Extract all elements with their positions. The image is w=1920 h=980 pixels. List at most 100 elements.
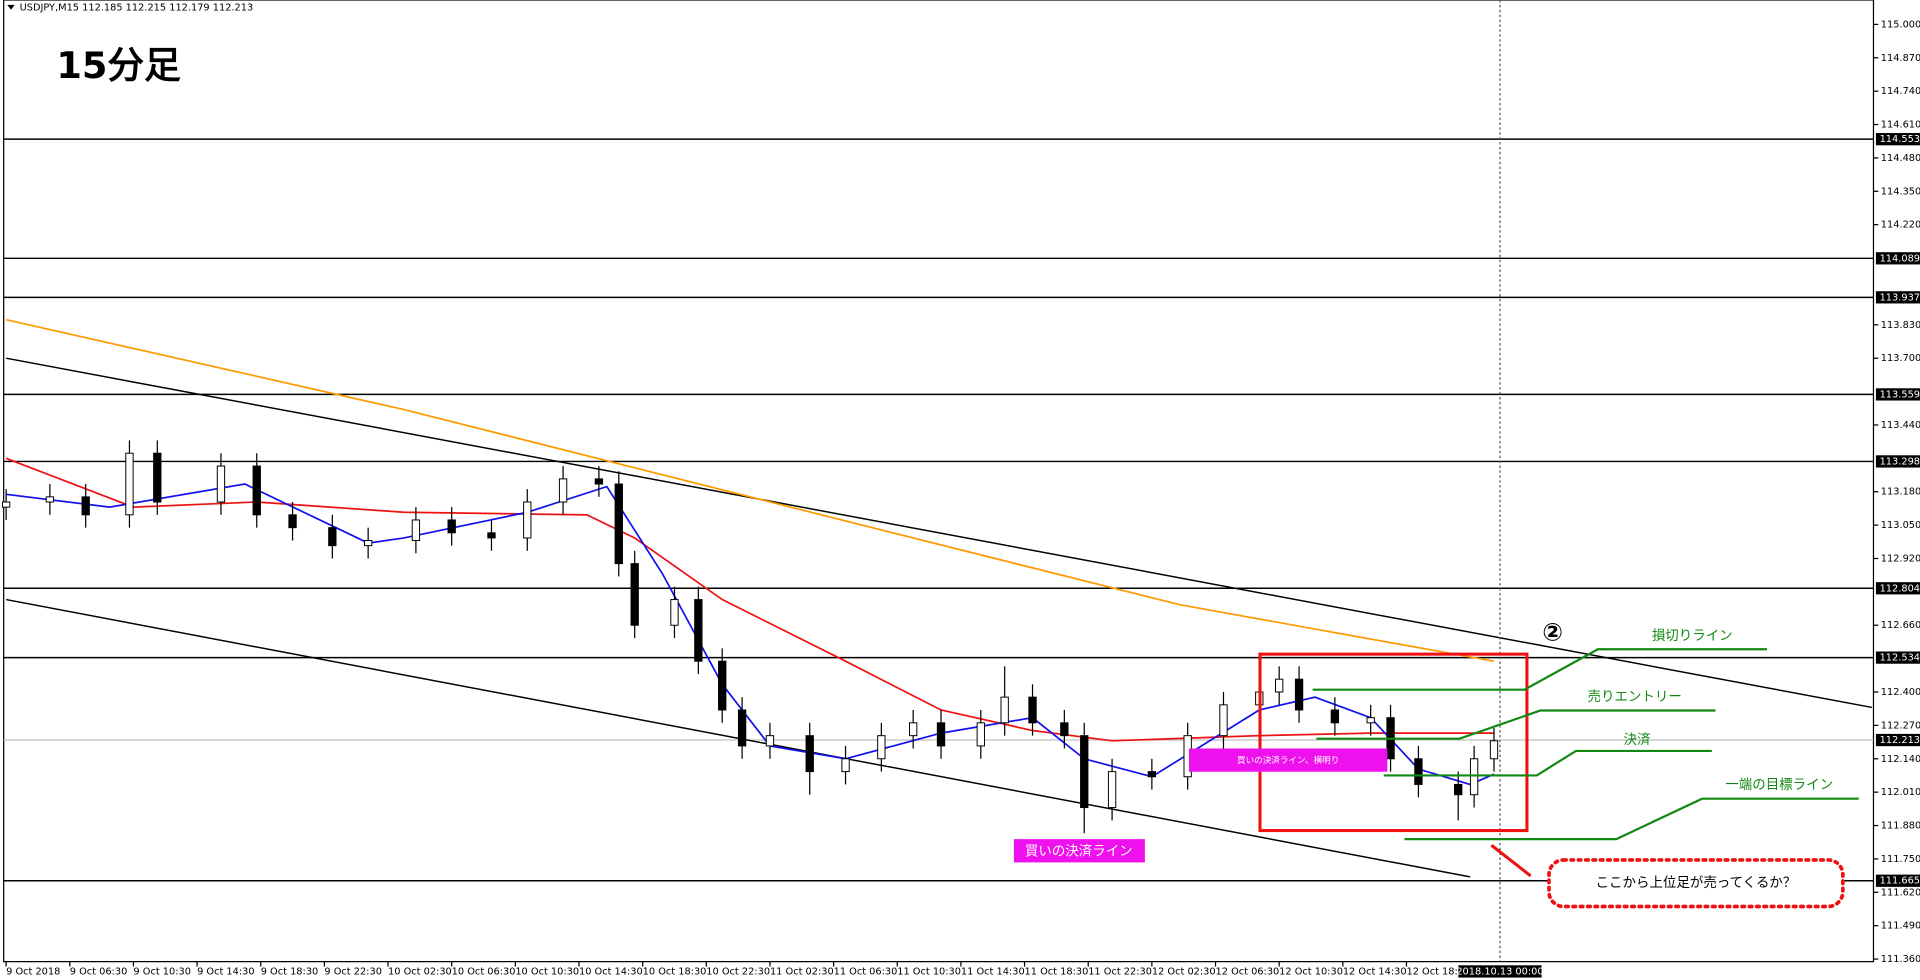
candle-body (45, 496, 55, 503)
chart-title: 15分足 (56, 44, 181, 87)
x-tick-label: 12 Oct 14:30 (1343, 966, 1407, 977)
settle-line (1383, 749, 1712, 777)
x-tick-label: 9 Oct 22:30 (324, 966, 382, 977)
candle-body (1107, 771, 1117, 809)
y-tick-label: 111.880 (1881, 821, 1920, 832)
cursor-label-bg (1458, 965, 1542, 978)
level-label-bg (1875, 291, 1920, 304)
y-tick-label: 114.870 (1881, 53, 1920, 64)
level-label: 112.804 (1880, 583, 1920, 594)
y-tick-label: 113.440 (1881, 420, 1920, 431)
callout-text: ここから上位足が売ってくるか？ (1596, 875, 1797, 891)
x-tick-label: 11 Oct 18:30 (1025, 966, 1089, 977)
candle-body (81, 496, 90, 516)
y-tick-label: 113.050 (1881, 520, 1920, 531)
candle-body (1454, 783, 1463, 796)
x-tick-label: 10 Oct 10:30 (515, 966, 579, 977)
x-tick-label: 9 Oct 2018 (6, 966, 60, 977)
moving-average (5, 457, 1494, 742)
buy-settle-small-label: 買いの決済ライン、横明り (1237, 754, 1339, 766)
x-tick-label: 9 Oct 18:30 (261, 966, 319, 977)
trendline (5, 357, 1873, 709)
stop-loss-line (1312, 648, 1767, 691)
y-tick-label: 112.400 (1881, 687, 1920, 698)
y-tick-label: 111.750 (1881, 854, 1920, 865)
stop-loss-label: 損切りライン (1652, 628, 1733, 644)
candle-body (805, 735, 814, 773)
candle-body (718, 660, 727, 711)
x-tick-label: 12 Oct 18:30 (1406, 966, 1470, 977)
candle-body (288, 514, 297, 529)
entry-line (1316, 709, 1716, 740)
candle-body (594, 478, 604, 485)
candle-body (487, 532, 496, 539)
x-tick-label: 11 Oct 22:30 (1088, 966, 1152, 977)
level-label-bg (1875, 388, 1920, 401)
x-tick-label: 9 Oct 14:30 (197, 966, 255, 977)
x-tick-label: 12 Oct 10:30 (1279, 966, 1343, 977)
symbol-header: USDJPY,M15 112.185 112.215 112.179 112.2… (20, 2, 254, 13)
level-label: 114.553 (1880, 134, 1920, 145)
callout-box (1547, 858, 1845, 909)
y-tick-label: 114.220 (1881, 220, 1920, 231)
candle-body (630, 563, 639, 626)
x-tick-label: 11 Oct 10:30 (897, 966, 961, 977)
level-label: 113.559 (1880, 389, 1920, 400)
candle-body (1147, 771, 1157, 778)
header-arrow (7, 4, 15, 10)
y-tick-label: 114.610 (1881, 120, 1920, 131)
y-tick-label: 112.660 (1881, 620, 1920, 631)
x-tick-label: 9 Oct 06:30 (70, 966, 128, 977)
moving-average (5, 318, 1495, 663)
buy-settle-box (1013, 839, 1145, 863)
level-label-bg (1875, 874, 1920, 887)
candle-body (411, 519, 421, 542)
level-label: 113.298 (1880, 456, 1920, 467)
x-tick-label: 10 Oct 14:30 (579, 966, 643, 977)
y-tick-label: 114.350 (1881, 186, 1920, 197)
candle-body (363, 540, 373, 547)
candle-body (558, 478, 568, 503)
candle-body (1, 501, 11, 508)
candle-body (1028, 696, 1037, 724)
y-tick-label: 113.830 (1881, 320, 1920, 331)
level-label: 111.665 (1880, 876, 1920, 887)
candle-body (1060, 722, 1069, 737)
y-tick-label: 113.180 (1881, 487, 1920, 498)
level-label: 114.089 (1880, 253, 1920, 264)
callout-pointer (1490, 844, 1532, 878)
candle-body (737, 709, 747, 747)
x-tick-label: 9 Oct 10:30 (133, 966, 191, 977)
current-price-label-bg (1875, 733, 1920, 747)
entry-label: 売りエントリー (1588, 689, 1682, 705)
y-tick-label: 115.000 (1881, 19, 1920, 30)
x-tick-label: 10 Oct 18:30 (643, 966, 707, 977)
x-tick-label: 11 Oct 06:30 (834, 966, 898, 977)
candle-body (216, 465, 226, 503)
candle-body (976, 722, 985, 747)
level-label: 113.937 (1880, 292, 1920, 303)
x-tick-label: 11 Oct 02:30 (770, 966, 834, 977)
candle-body (841, 758, 850, 773)
level-label-bg (1875, 133, 1920, 146)
y-tick-label: 112.010 (1881, 787, 1920, 798)
highlight-box (1258, 652, 1529, 833)
candle-body (447, 519, 456, 534)
settle-label: 決済 (1624, 732, 1651, 748)
y-tick-label: 112.920 (1881, 553, 1920, 564)
x-tick-label: 10 Oct 06:30 (452, 966, 516, 977)
candle-body (1275, 678, 1284, 693)
candle-body (1294, 678, 1304, 711)
candle-body (1080, 735, 1089, 809)
level-label-bg (1875, 582, 1920, 595)
current-price-label: 112.213 (1880, 735, 1920, 746)
buy-settle-label: 買いの決済ライン (1025, 843, 1133, 859)
y-tick-label: 112.270 (1881, 720, 1920, 731)
y-tick-label: 114.480 (1881, 153, 1920, 164)
candle-body (614, 483, 623, 565)
level-label: 112.534 (1880, 653, 1920, 664)
